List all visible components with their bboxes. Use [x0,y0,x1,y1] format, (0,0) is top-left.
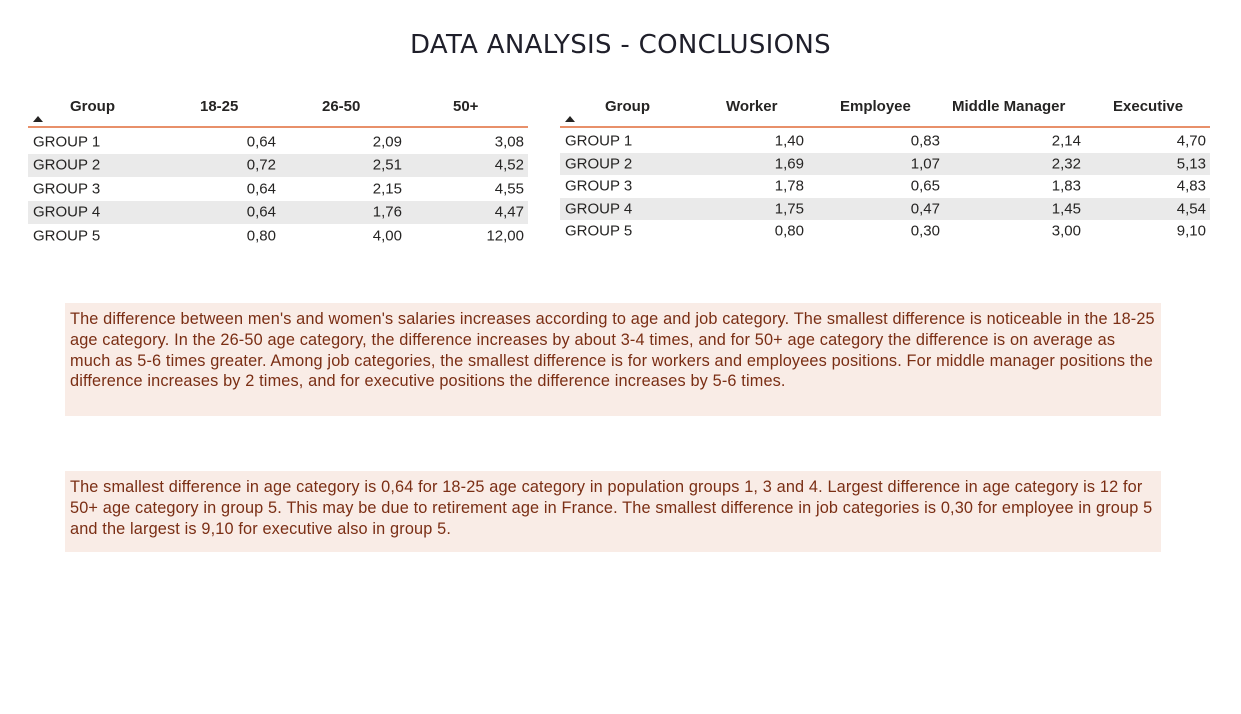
conclusion-text-box-1: The difference between men's and women's… [65,303,1161,416]
cell-middle-manager: 1,83 [1051,177,1081,195]
job-header-group[interactable]: Group [605,98,650,115]
cell-50-plus: 4,55 [494,180,524,198]
cell-executive: 9,10 [1176,222,1206,240]
cell-50-plus: 3,08 [494,133,524,151]
cell-group: GROUP 4 [33,203,101,221]
table-row: GROUP 4 0,64 1,76 4,47 [28,200,528,224]
cell-18-25: 0,64 [246,203,276,221]
job-header-middle-manager[interactable]: Middle Manager [952,98,1066,115]
conclusion-paragraph-2: The smallest difference in age category … [70,478,1153,538]
job-header-executive[interactable]: Executive [1113,98,1184,115]
table-row: GROUP 1 1,40 0,83 2,14 4,70 [560,130,1210,153]
age-category-table: Group 18-25 26-50 50+ GROUP 1 0,64 2,09 … [28,96,528,248]
cell-26-50: 1,76 [372,203,402,221]
cell-worker: 1,40 [774,132,804,150]
age-header-26-50[interactable]: 26-50 [322,98,361,115]
cell-worker: 1,78 [774,177,804,195]
cell-18-25: 0,64 [246,133,276,151]
cell-18-25: 0,72 [246,156,276,174]
age-table-body: GROUP 1 0,64 2,09 3,08 GROUP 2 0,72 2,51… [28,130,528,248]
cell-middle-manager: 2,32 [1051,155,1081,173]
cell-middle-manager: 1,45 [1051,200,1081,218]
cell-group: GROUP 5 [33,227,101,245]
cell-group: GROUP 4 [565,200,633,218]
age-header-18-25[interactable]: 18-25 [200,98,239,115]
job-table-header: Group Worker Employee Middle Manager Exe… [560,96,1210,128]
table-row: GROUP 2 0,72 2,51 4,52 [28,153,528,177]
cell-18-25: 0,64 [246,180,276,198]
cell-middle-manager: 2,14 [1051,132,1081,150]
cell-50-plus: 4,47 [494,203,524,221]
cell-26-50: 2,15 [372,180,402,198]
age-table-header: Group 18-25 26-50 50+ [28,96,528,128]
cell-group: GROUP 1 [565,132,633,150]
table-row: GROUP 3 1,78 0,65 1,83 4,83 [560,175,1210,198]
age-header-group[interactable]: Group [70,98,115,115]
cell-group: GROUP 3 [565,177,633,195]
age-header-50-plus[interactable]: 50+ [453,98,479,115]
cell-employee: 0,30 [910,222,940,240]
cell-26-50: 2,51 [372,156,402,174]
cell-employee: 0,47 [910,200,940,218]
table-row: GROUP 5 0,80 0,30 3,00 9,10 [560,220,1210,243]
cell-18-25: 0,80 [246,227,276,245]
cell-executive: 4,70 [1176,132,1206,150]
cell-middle-manager: 3,00 [1051,222,1081,240]
cell-employee: 0,83 [910,132,940,150]
cell-group: GROUP 1 [33,133,101,151]
cell-worker: 1,69 [774,155,804,173]
conclusion-text-box-2: The smallest difference in age category … [65,471,1161,552]
cell-executive: 5,13 [1176,155,1206,173]
table-row: GROUP 2 1,69 1,07 2,32 5,13 [560,152,1210,175]
cell-50-plus: 4,52 [494,156,524,174]
job-header-employee[interactable]: Employee [840,98,911,115]
job-header-worker[interactable]: Worker [726,98,778,115]
cell-group: GROUP 2 [33,156,101,174]
cell-group: GROUP 5 [565,222,633,240]
cell-worker: 0,80 [774,222,804,240]
cell-26-50: 2,09 [372,133,402,151]
cell-employee: 1,07 [910,155,940,173]
job-table-body: GROUP 1 1,40 0,83 2,14 4,70 GROUP 2 1,69… [560,130,1210,243]
cell-26-50: 4,00 [372,227,402,245]
cell-worker: 1,75 [774,200,804,218]
table-row: GROUP 1 0,64 2,09 3,08 [28,130,528,154]
conclusion-paragraph-1: The difference between men's and women's… [70,310,1155,391]
table-row: GROUP 3 0,64 2,15 4,55 [28,177,528,201]
job-category-table: Group Worker Employee Middle Manager Exe… [560,96,1210,243]
table-row: GROUP 4 1,75 0,47 1,45 4,54 [560,197,1210,220]
table-row: GROUP 5 0,80 4,00 12,00 [28,224,528,248]
cell-executive: 4,83 [1176,177,1206,195]
cell-50-plus: 12,00 [486,227,524,245]
cell-executive: 4,54 [1176,200,1206,218]
page-title: DATA ANALYSIS - CONCLUSIONS [410,30,831,60]
sort-ascending-icon[interactable] [565,116,575,122]
cell-group: GROUP 3 [33,180,101,198]
sort-ascending-icon[interactable] [33,116,43,122]
cell-group: GROUP 2 [565,155,633,173]
cell-employee: 0,65 [910,177,940,195]
